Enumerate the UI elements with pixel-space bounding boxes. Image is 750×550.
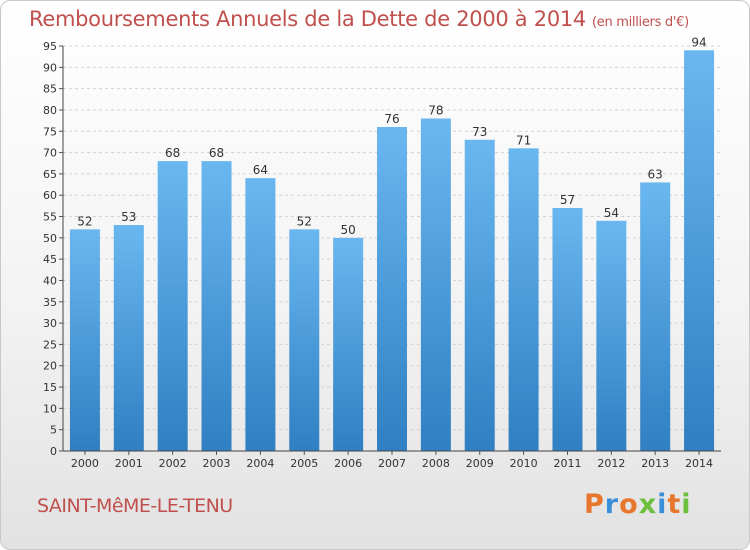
x-tick-label: 2008 <box>422 457 450 470</box>
chart-title: Remboursements Annuels de la Dette de 20… <box>29 7 689 31</box>
bar <box>113 225 144 451</box>
bar-value-label: 94 <box>691 35 706 49</box>
bar <box>333 237 364 451</box>
y-tick-label: 80 <box>43 104 57 117</box>
y-tick-label: 15 <box>43 381 57 394</box>
x-tick-label: 2004 <box>246 457 274 470</box>
y-tick-label: 0 <box>50 445 57 458</box>
bar-value-label: 78 <box>428 103 443 117</box>
bar <box>596 220 627 451</box>
x-tick-label: 2002 <box>159 457 187 470</box>
x-tick-label: 2009 <box>466 457 494 470</box>
y-tick-label: 20 <box>43 360 57 373</box>
x-tick-label: 2010 <box>510 457 538 470</box>
x-tick-label: 2014 <box>685 457 713 470</box>
bar <box>552 208 583 451</box>
x-tick-label: 2005 <box>290 457 318 470</box>
chart-unit: (en milliers d'€) <box>592 15 689 30</box>
bar <box>508 148 539 451</box>
commune-name: SAINT-MêME-LE-TENU <box>37 495 233 517</box>
chart-title-text: Remboursements Annuels de la Dette de 20… <box>29 7 586 31</box>
y-tick-label: 25 <box>43 338 57 351</box>
logo-letter: x <box>638 489 658 520</box>
bar <box>377 127 407 451</box>
bar <box>420 118 451 451</box>
y-tick-label: 90 <box>43 61 57 74</box>
bar <box>289 229 320 451</box>
bar-value-label: 57 <box>560 193 575 207</box>
bars: 52 53 68 68 64 52 50 76 78 73 71 57 54 63 94 <box>69 35 715 452</box>
bar <box>464 139 495 451</box>
bar-value-label: 53 <box>121 210 136 224</box>
logo-letter: o <box>619 489 639 520</box>
x-tick-label: 2011 <box>553 457 581 470</box>
x-tick-label: 2006 <box>334 457 362 470</box>
y-tick-label: 45 <box>43 253 57 266</box>
bar-value-label: 64 <box>253 163 268 177</box>
bar-value-label: 52 <box>77 214 92 228</box>
bar <box>157 161 188 451</box>
proxiti-logo: Proxiti <box>584 489 692 520</box>
logo-letter: i <box>681 489 692 520</box>
y-tick-label: 95 <box>43 40 57 53</box>
y-tick-label: 35 <box>43 296 57 309</box>
y-tick-label: 55 <box>43 211 57 224</box>
bar-value-label: 68 <box>165 146 180 160</box>
y-tick-label: 40 <box>43 274 57 287</box>
y-tick-label: 50 <box>43 232 57 245</box>
bar <box>69 229 100 451</box>
bar-value-label: 54 <box>604 206 619 220</box>
bar-value-label: 52 <box>297 214 312 228</box>
bar-value-label: 50 <box>340 223 355 237</box>
x-tick-label: 2013 <box>641 457 669 470</box>
x-tick-label: 2007 <box>378 457 406 470</box>
x-tick-label: 2000 <box>71 457 99 470</box>
y-tick-label: 60 <box>43 189 57 202</box>
y-tick-label: 30 <box>43 317 57 330</box>
bar-value-label: 71 <box>516 133 531 147</box>
y-tick-label: 5 <box>50 424 57 437</box>
y-tick-label: 10 <box>43 402 57 415</box>
x-tick-label: 2001 <box>115 457 143 470</box>
y-tick-label: 70 <box>43 147 57 160</box>
bar <box>640 182 671 451</box>
bar-value-label: 68 <box>209 146 224 160</box>
y-tick-label: 75 <box>43 125 57 138</box>
y-tick-label: 85 <box>43 83 57 96</box>
axes: 0 5 10 15 20 25 30 35 40 45 50 55 60 65 70 75 80 85 90 95 20… <box>43 40 721 470</box>
logo-letter: t <box>667 489 682 520</box>
logo-letter: r <box>604 489 620 520</box>
x-tick-label: 2003 <box>203 457 231 470</box>
y-tick-label: 65 <box>43 168 57 181</box>
bar <box>684 50 715 452</box>
x-tick-label: 2012 <box>597 457 625 470</box>
bar-value-label: 63 <box>648 167 663 181</box>
bar-value-label: 73 <box>472 125 487 139</box>
bar <box>201 161 232 451</box>
bar-value-label: 76 <box>384 112 399 126</box>
logo-letter: i <box>657 489 668 520</box>
bar <box>245 178 276 451</box>
logo-letter: P <box>584 489 605 520</box>
